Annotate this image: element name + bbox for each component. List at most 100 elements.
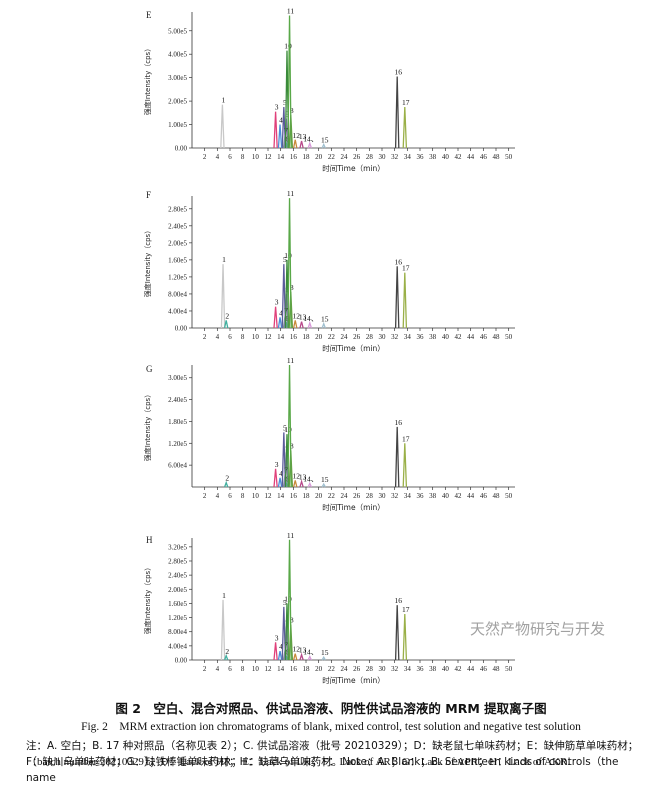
x-tick-label: 40 (442, 492, 450, 500)
x-tick-label: 28 (366, 665, 374, 673)
x-tick-label: 32 (391, 665, 399, 673)
x-axis-title: 时间Time（min） (322, 163, 385, 173)
x-tick-label: 16 (290, 333, 298, 341)
y-tick-label: 8.00e4 (168, 290, 187, 298)
y-tick-label: 2.80e5 (168, 557, 187, 565)
x-tick-label: 2 (203, 492, 207, 500)
x-tick-label: 2 (203, 665, 207, 673)
peak-16 (394, 76, 400, 149)
x-tick-label: 16 (290, 665, 298, 673)
y-tick-label: 3.00e5 (168, 74, 187, 82)
peak-label: 11 (287, 531, 294, 540)
x-tick-label: 12 (265, 153, 273, 161)
x-tick-label: 50 (505, 665, 513, 673)
x-tick-label: 20 (315, 333, 323, 341)
x-tick-label: 46 (480, 665, 488, 673)
peak-5 (281, 432, 287, 488)
x-tick-label: 8 (241, 492, 245, 500)
x-tick-label: 42 (455, 153, 463, 161)
x-tick-label: 30 (379, 153, 387, 161)
x-tick-label: 38 (429, 665, 437, 673)
x-tick-label: 16 (290, 153, 298, 161)
peak-14 (307, 141, 313, 149)
x-tick-label: 38 (429, 333, 437, 341)
y-axis-title: 强度Intensity（cps） (143, 391, 152, 461)
peak-2 (223, 480, 229, 488)
panel-letter: H (146, 535, 153, 545)
x-tick-label: 6 (228, 333, 232, 341)
x-tick-label: 14 (277, 492, 285, 500)
x-tick-label: 6 (228, 153, 232, 161)
peak-label: 15 (321, 648, 329, 657)
x-tick-label: 36 (417, 153, 425, 161)
x-tick-label: 38 (429, 153, 437, 161)
x-tick-label: 50 (505, 333, 513, 341)
peak-11 (287, 198, 292, 329)
x-tick-label: 26 (353, 492, 361, 500)
x-tick-label: 2 (203, 333, 207, 341)
peak-4 (277, 317, 283, 329)
peak-1 (220, 599, 226, 661)
x-tick-label: 38 (429, 492, 437, 500)
y-tick-label: 1.60e5 (168, 256, 187, 264)
figure-caption-zh: 图 2 空白、混合对照品、供试品溶液、阴性供试品溶液的 MRM 提取离子图 (115, 701, 547, 716)
panel-letter: G (146, 364, 153, 374)
x-tick-label: 18 (303, 153, 311, 161)
y-tick-label: 1.80e5 (168, 418, 187, 426)
y-axis-title: 强度Intensity（cps） (143, 564, 152, 634)
peak-label: 3 (275, 298, 279, 307)
peak-label: 5 (283, 98, 287, 107)
x-tick-label: 22 (328, 333, 336, 341)
peak-label: 3 (275, 460, 279, 469)
panel-letter: F (146, 190, 151, 200)
peak-label: 1 (222, 96, 226, 105)
peak-label: 5 (283, 423, 287, 432)
peak-label: 13 (299, 313, 307, 322)
x-tick-label: 20 (315, 153, 323, 161)
x-tick-label: 10 (252, 665, 260, 673)
peak-2 (223, 320, 229, 329)
peak-13 (299, 321, 304, 329)
y-tick-label: 6.00e4 (168, 462, 187, 470)
peak-label: 4 (279, 642, 283, 651)
peak-12 (293, 480, 298, 488)
peak-label: 5 (283, 598, 287, 607)
x-tick-label: 44 (467, 333, 475, 341)
x-tick-label: 34 (404, 153, 412, 161)
peak-label: 11 (287, 7, 294, 16)
peak-3 (273, 306, 278, 329)
figure-caption-en: Fig. 2 MRM extraction ion chromatograms … (81, 721, 581, 733)
peak-label: 15 (321, 475, 329, 484)
x-tick-label: 26 (353, 153, 361, 161)
x-tick-label: 12 (265, 333, 273, 341)
x-tick-label: 48 (493, 665, 501, 673)
peak-label: 12 (292, 471, 300, 480)
x-tick-label: 36 (417, 665, 425, 673)
y-axis-title: 强度Intensity（cps） (143, 45, 152, 115)
peak-4 (277, 124, 283, 149)
peak-label: 2 (225, 647, 229, 656)
peak-11 (287, 539, 292, 661)
y-tick-label: 4.00e5 (168, 51, 187, 59)
x-tick-label: 22 (328, 665, 336, 673)
y-tick-label: 1.00e5 (168, 121, 187, 129)
peak-3 (273, 468, 278, 488)
peak-3 (273, 111, 278, 149)
y-tick-label: 1.60e5 (168, 600, 187, 608)
peak-5 (281, 264, 287, 329)
peak-2 (223, 653, 229, 661)
peak-label: 3 (275, 103, 279, 112)
peak-12 (292, 139, 298, 149)
peak-label: 8 (290, 283, 294, 292)
x-tick-label: 42 (455, 333, 463, 341)
y-tick-label: 2.00e5 (168, 239, 187, 247)
peak-label: 10 (284, 251, 292, 260)
peak-label: 15 (321, 135, 329, 144)
peak-15 (321, 321, 326, 329)
x-axis-title: 时间Time（min） (322, 502, 385, 512)
peak-label: 4 (279, 308, 283, 317)
x-tick-label: 24 (341, 153, 349, 161)
x-tick-label: 24 (341, 492, 349, 500)
peak-label: 8 (290, 616, 294, 625)
peak-15 (321, 142, 326, 149)
